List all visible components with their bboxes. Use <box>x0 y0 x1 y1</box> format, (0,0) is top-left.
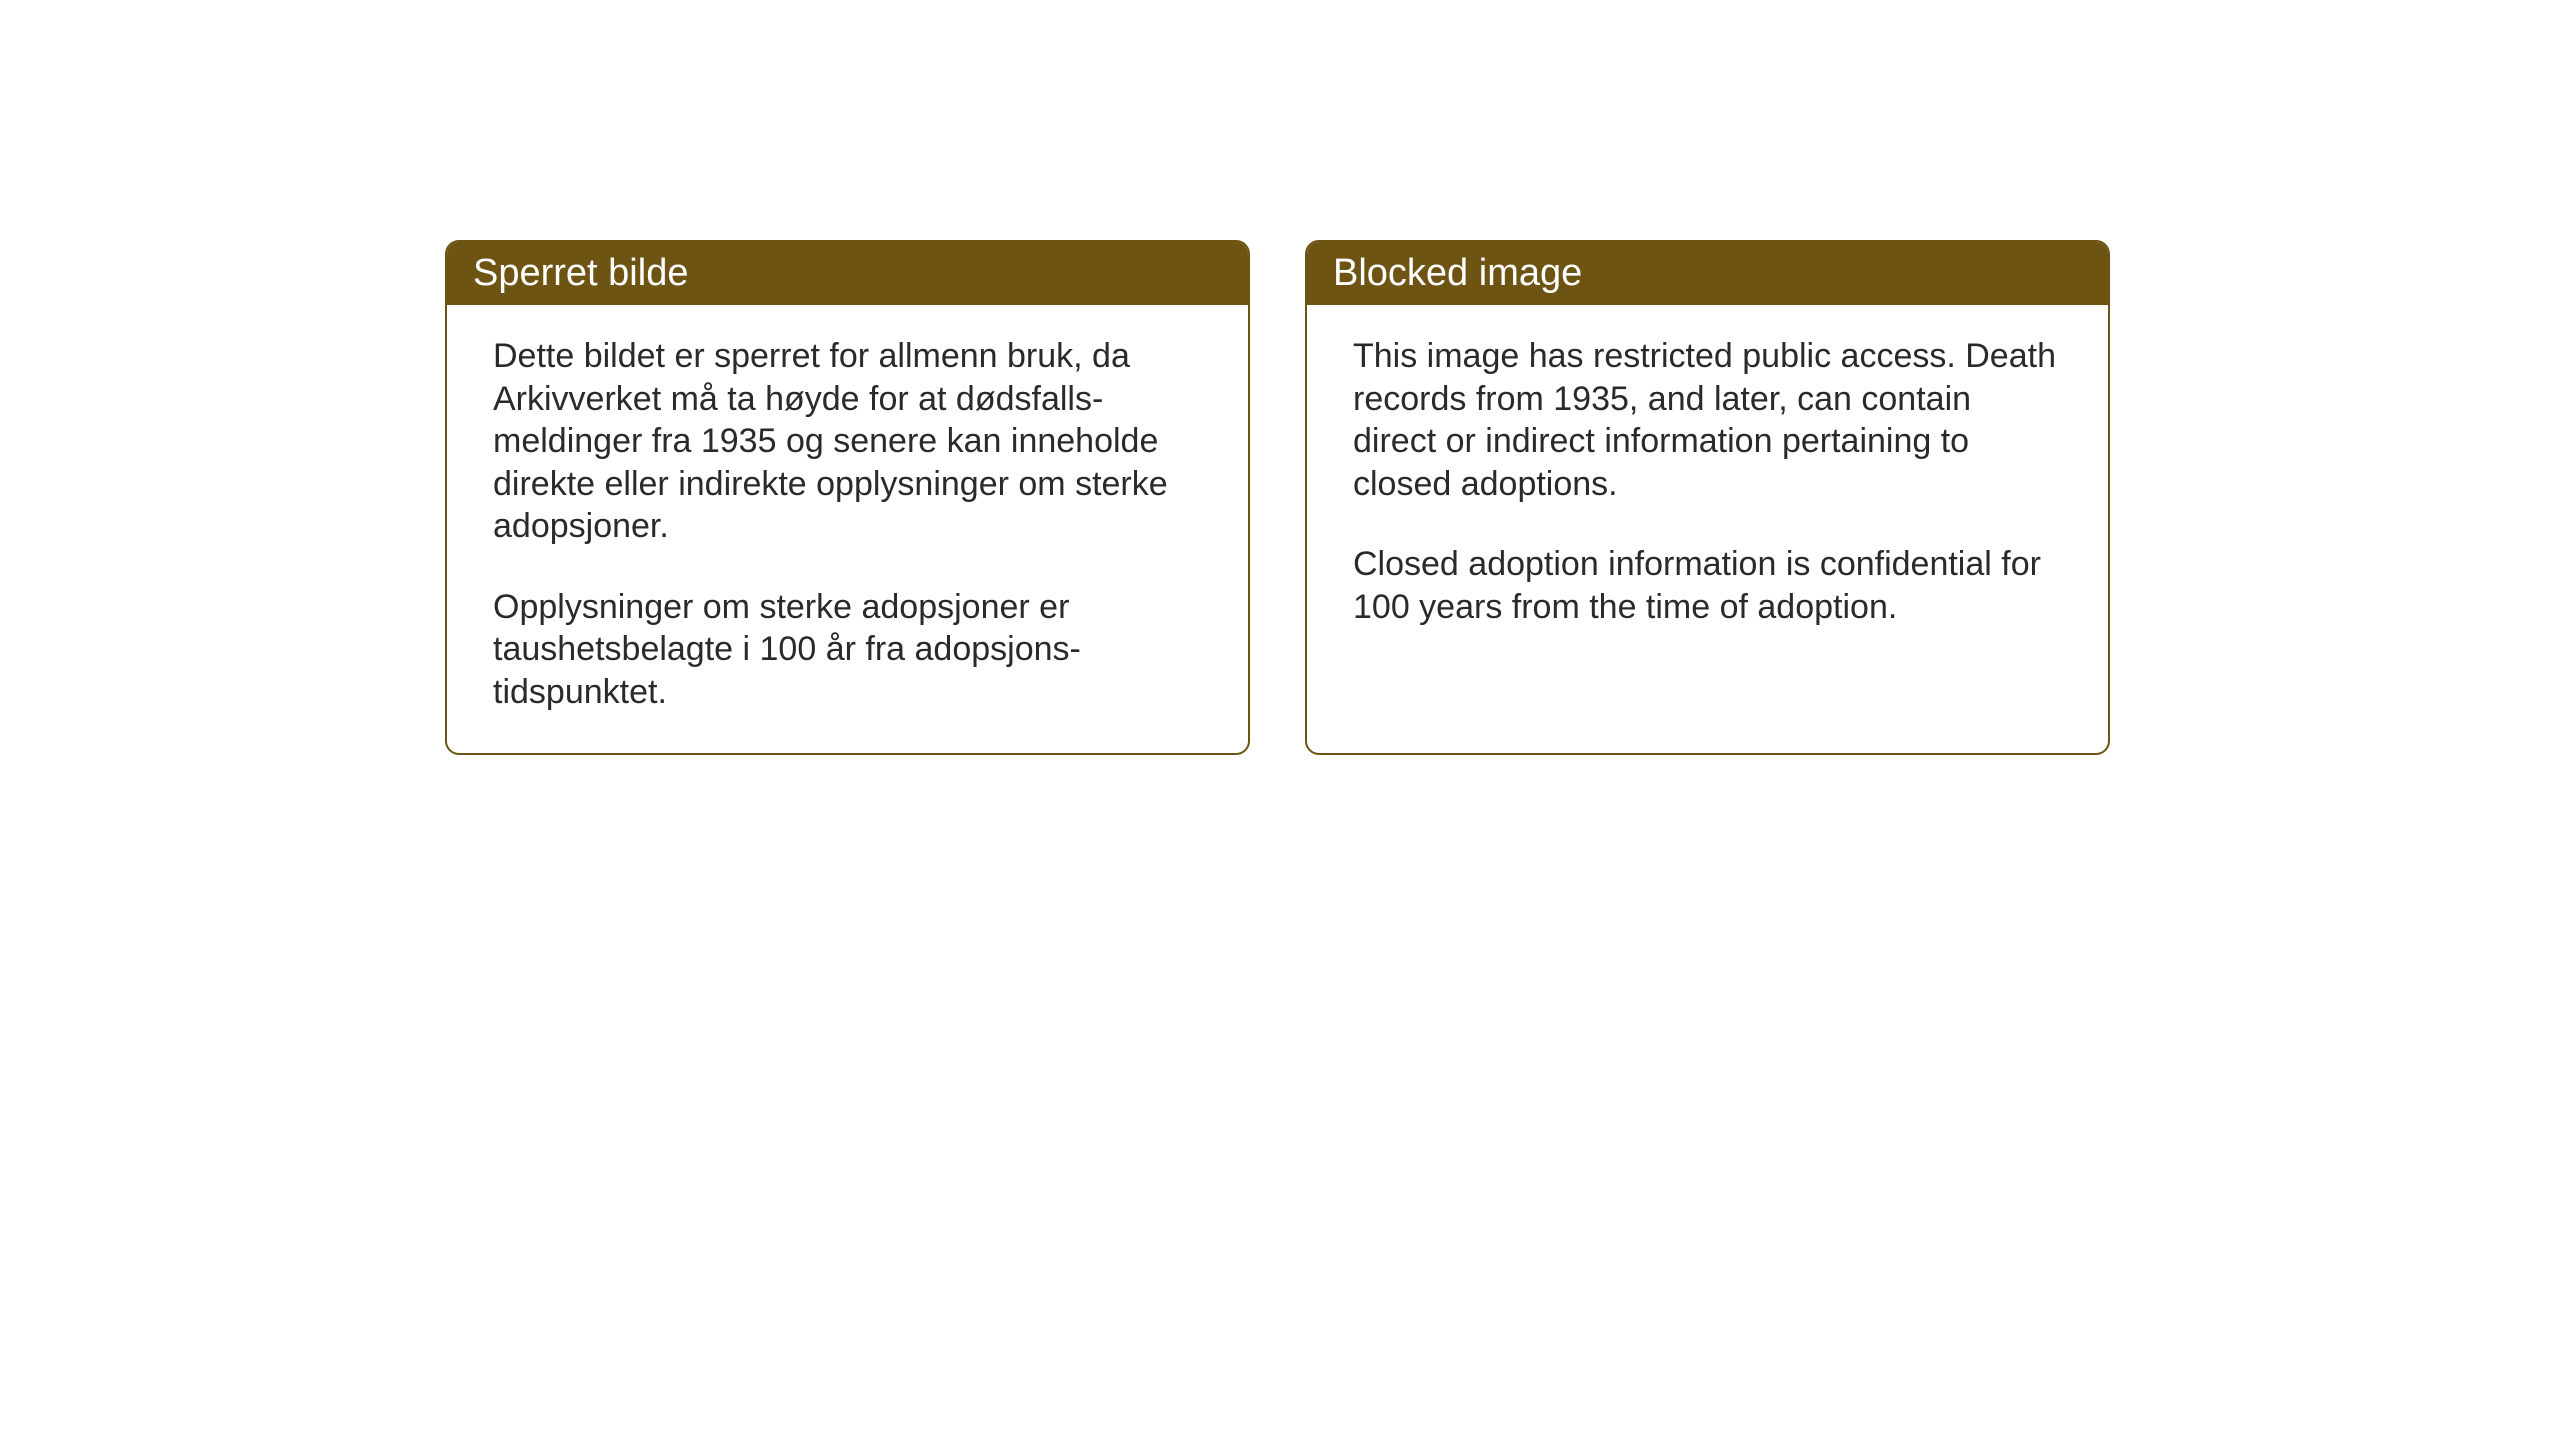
norwegian-paragraph-2: Opplysninger om sterke adopsjoner er tau… <box>493 586 1202 714</box>
english-paragraph-2: Closed adoption information is confident… <box>1353 543 2062 628</box>
norwegian-card-body: Dette bildet er sperret for allmenn bruk… <box>447 305 1248 753</box>
english-card-body: This image has restricted public access.… <box>1307 305 2108 668</box>
english-notice-card: Blocked image This image has restricted … <box>1305 240 2110 755</box>
norwegian-notice-card: Sperret bilde Dette bildet er sperret fo… <box>445 240 1250 755</box>
norwegian-paragraph-1: Dette bildet er sperret for allmenn bruk… <box>493 335 1202 548</box>
english-paragraph-1: This image has restricted public access.… <box>1353 335 2062 505</box>
notice-container: Sperret bilde Dette bildet er sperret fo… <box>445 240 2110 755</box>
norwegian-card-title: Sperret bilde <box>447 242 1248 305</box>
english-card-title: Blocked image <box>1307 242 2108 305</box>
